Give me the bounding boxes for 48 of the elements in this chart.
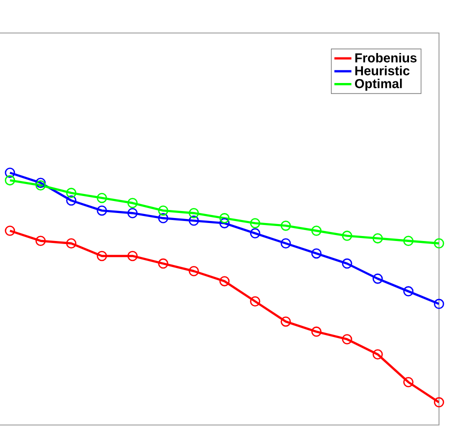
- point: [96, 205, 108, 216]
- point: [4, 175, 16, 186]
- point: [372, 274, 383, 284]
- point: [96, 250, 108, 262]
- point: [342, 230, 352, 241]
- point: [66, 195, 76, 206]
- point: [188, 216, 199, 226]
- point: [219, 218, 230, 228]
- point: [434, 298, 444, 310]
- point: [158, 258, 168, 269]
- point: [188, 266, 199, 276]
- point: [35, 180, 46, 190]
- point: [311, 248, 322, 259]
- point: [403, 376, 414, 388]
- point: [219, 213, 230, 224]
- point: [342, 258, 352, 269]
- point: [127, 250, 138, 262]
- point: [280, 220, 291, 231]
- point: [127, 208, 138, 218]
- point: [219, 276, 230, 286]
- point: [66, 188, 76, 198]
- legend-label: Heuristic: [355, 66, 410, 76]
- point: [4, 168, 16, 178]
- point: [434, 238, 444, 249]
- point: [127, 198, 138, 208]
- point: [250, 296, 260, 307]
- point: [403, 236, 414, 246]
- point: [158, 205, 168, 216]
- point: [250, 228, 260, 238]
- point: [4, 226, 16, 236]
- point: [250, 218, 260, 228]
- legend-label: Frobenius: [355, 52, 417, 62]
- point: [342, 334, 352, 344]
- point: [372, 233, 383, 244]
- point: [96, 192, 108, 204]
- point: [280, 238, 291, 249]
- point: [66, 238, 76, 249]
- point: [35, 236, 46, 246]
- point: [372, 349, 383, 360]
- point: [434, 397, 444, 408]
- point: [35, 178, 46, 188]
- point: [311, 226, 322, 236]
- point: [403, 286, 414, 296]
- point: [280, 316, 291, 327]
- legend-label: Optimal: [355, 78, 402, 91]
- point: [311, 326, 322, 337]
- point: [188, 208, 199, 218]
- point: [158, 213, 168, 224]
